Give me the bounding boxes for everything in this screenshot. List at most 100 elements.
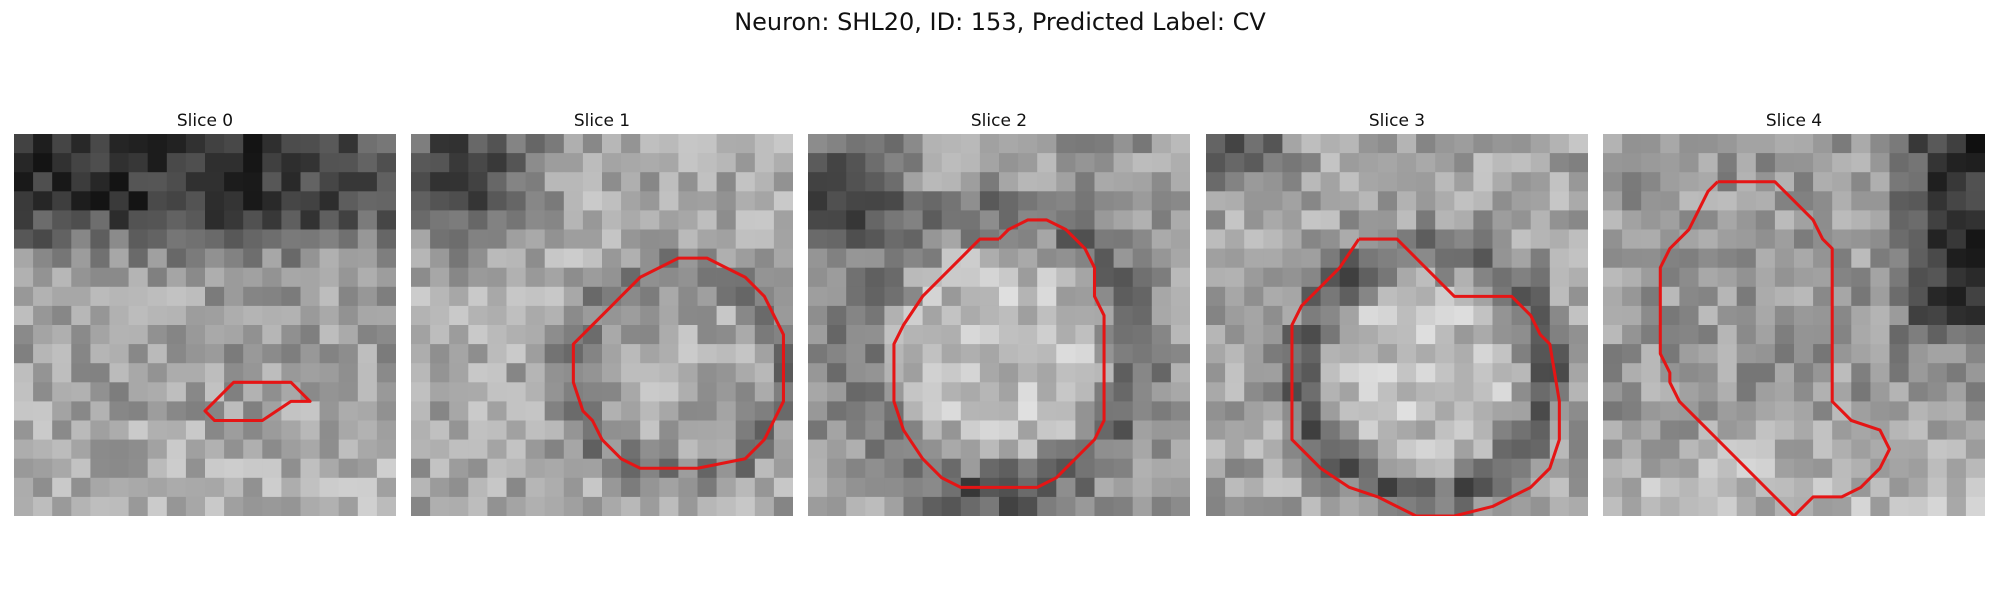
pixel-cell [1927,248,1948,269]
pixel-cell [468,477,488,498]
pixel-cell [1774,153,1795,173]
pixel-cell [563,286,584,307]
pixel-cell [300,153,320,173]
pixel-cell [1679,229,1699,249]
pixel-cell [922,229,943,249]
pixel-cell [1454,248,1474,269]
pixel-cell [1113,134,1134,154]
pixel-cell [525,401,546,421]
pixel-cell [147,248,168,269]
pixel-cell [979,153,1000,173]
pixel-cell [166,248,187,269]
pixel-cell [1056,477,1076,498]
pixel-cell [1549,496,1570,516]
pixel-cell [1851,134,1871,154]
pixel-cell [1679,172,1699,192]
pixel-cell [185,363,206,383]
pixel-cell [1151,363,1172,383]
pixel-cell [90,286,110,307]
pixel-cell [1908,134,1929,154]
pixel-cell [827,458,847,479]
pixel-cell [1075,496,1095,516]
pixel-cell [185,267,206,288]
pixel-cell [525,363,546,383]
pixel-cell [582,401,603,421]
pixel-cell [205,325,225,345]
pixel-cell [903,210,923,230]
pixel-cell [941,458,962,479]
pixel-cell [262,229,282,249]
pixel-cell [1377,286,1398,307]
pixel-cell [922,477,943,498]
pixel-cell [1416,153,1436,173]
pixel-cell [941,210,962,230]
pixel-cell [166,210,187,230]
pixel-cell [1170,344,1190,364]
pixel-cell [1908,401,1929,421]
pixel-cell [33,363,53,383]
pixel-cell [1568,191,1588,211]
pixel-cell [827,286,847,307]
pixel-cell [846,439,866,460]
pixel-cell [14,229,34,249]
pixel-cell [640,210,660,230]
pixel-cell [678,134,698,154]
pixel-cell [1965,153,1985,173]
pixel-cell [1320,477,1341,498]
pixel-cell [1170,382,1190,402]
pixel-cell [449,248,469,269]
pixel-cell [300,458,320,479]
slice-title-1: Slice 1 [573,111,631,131]
pixel-cell [846,134,866,154]
pixel-cell [376,210,396,230]
pixel-cell [884,420,904,440]
pixel-cell [1832,286,1852,307]
pixel-cell [243,496,263,516]
pixel-cell [1622,172,1642,192]
pixel-cell [166,134,187,154]
pixel-cell [1717,305,1738,326]
pixel-cell [109,382,129,402]
pixel-cell [865,477,885,498]
pixel-cell [1492,496,1512,516]
pixel-cell [735,363,756,383]
contour-0 [203,380,312,423]
pixel-cell [1301,439,1321,460]
pixel-cell [90,439,110,460]
pixel-cell [903,286,923,307]
slice-pixels-1 [411,134,793,516]
pixel-cell [376,439,396,460]
pixel-cell [1568,286,1588,307]
pixel-cell [1511,134,1532,154]
pixel-cell [716,286,737,307]
pixel-cell [1641,229,1661,249]
pixel-cell [128,305,149,326]
pixel-cell [1301,153,1321,173]
pixel-cell [544,248,565,269]
pixel-cell [716,305,737,326]
pixel-cell [1225,458,1245,479]
pixel-cell [1473,344,1493,364]
pixel-cell [205,496,225,516]
pixel-cell [430,172,450,192]
pixel-cell [109,477,129,498]
pixel-cell [754,267,775,288]
pixel-cell [90,325,110,345]
pixel-cell [1018,286,1038,307]
pixel-cell [1774,439,1795,460]
pixel-cell [1244,134,1264,154]
pixel-cell [1244,325,1264,345]
pixel-cell [659,172,679,192]
pixel-cell [960,344,981,364]
pixel-cell [109,248,129,269]
pixel-cell [808,325,828,345]
pixel-cell [1206,172,1226,192]
pixel-cell [411,401,431,421]
pixel-cell [147,286,168,307]
pixel-cell [1774,401,1795,421]
pixel-cell [1736,248,1757,269]
pixel-cell [1339,458,1360,479]
pixel-cell [1206,344,1226,364]
pixel-cell [697,153,717,173]
pixel-cell [563,248,584,269]
